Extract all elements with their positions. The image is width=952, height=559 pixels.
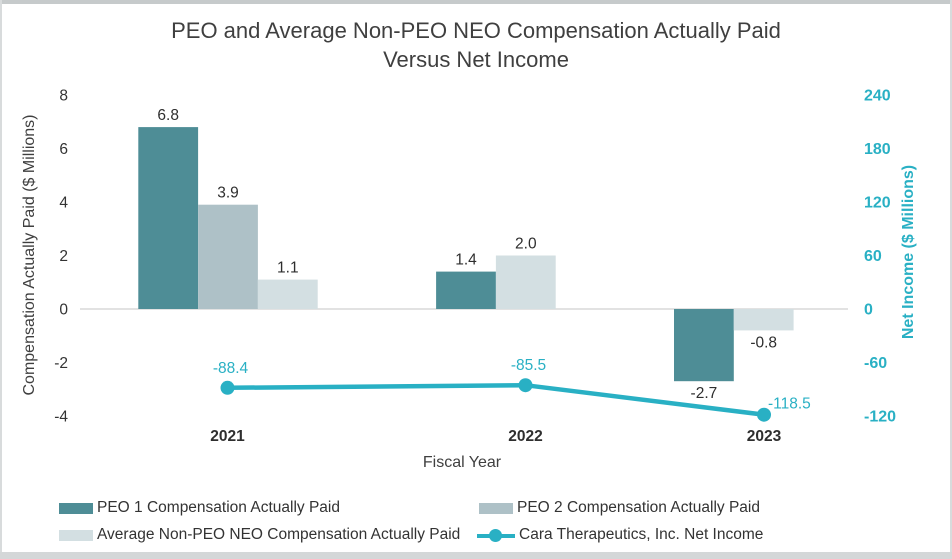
bar-value-label: 3.9 <box>217 185 239 202</box>
bar <box>436 271 496 309</box>
chart-title-line2: Versus Net Income <box>383 47 569 72</box>
bar-value-label: -2.7 <box>691 385 718 402</box>
legend-swatch-peo2 <box>479 502 513 514</box>
bar-value-label: 1.1 <box>277 260 299 277</box>
bar <box>257 279 318 309</box>
right-axis-title: Net Income ($ Millions) <box>900 165 917 339</box>
legend-label-peo2: PEO 2 Compensation Actually Paid <box>517 499 760 516</box>
x-axis-label: 2023 <box>747 428 782 445</box>
left-axis-title: Compensation Actually Paid ($ Millions) <box>21 114 38 395</box>
right-axis-tick: 60 <box>864 248 882 265</box>
left-axis-tick: 0 <box>59 302 68 319</box>
bar-value-label: 2.0 <box>515 236 537 253</box>
line-marker <box>220 380 235 395</box>
left-axis-tick: 8 <box>59 88 68 105</box>
right-axis-tick: -120 <box>864 409 896 426</box>
legend-label-net-income: Cara Therapeutics, Inc. Net Income <box>519 526 764 543</box>
bar <box>733 309 794 331</box>
panel-border-bottom <box>0 552 952 559</box>
bar-value-label: 6.8 <box>157 107 179 124</box>
left-axis-tick: -2 <box>54 355 68 372</box>
right-axis-tick: 240 <box>864 88 891 105</box>
legend-item-net-income: Cara Therapeutics, Inc. Net Income <box>477 526 764 543</box>
panel-border-top <box>0 0 952 4</box>
right-axis-tick: 120 <box>864 195 891 212</box>
bar <box>495 255 556 309</box>
plot-area: 8 6 4 2 0 -2 -4 240 180 120 60 0 -60 -120 6.8 3.9 1.1 202… <box>54 88 896 446</box>
panel-border-left <box>0 0 2 559</box>
panel-border-right <box>950 0 952 559</box>
legend-swatch-peo1 <box>59 502 93 514</box>
x-axis-label: 2022 <box>508 428 542 445</box>
legend-item-avg-neo: Average Non-PEO NEO Compensation Actuall… <box>59 526 461 543</box>
left-axis-tick: 4 <box>59 195 68 212</box>
chart-title-line1: PEO and Average Non-PEO NEO Compensation… <box>171 18 781 43</box>
net-income-line <box>227 382 765 417</box>
right-axis-tick: 0 <box>864 302 873 319</box>
line-value-label: -88.4 <box>213 360 249 377</box>
legend-line-marker-sample <box>477 528 515 542</box>
legend-label-avg-neo: Average Non-PEO NEO Compensation Actuall… <box>97 526 461 543</box>
left-axis-tick: 2 <box>59 248 68 265</box>
bar-value-label: -0.8 <box>750 334 777 351</box>
left-axis-tick: -4 <box>54 409 68 426</box>
line-marker <box>518 378 533 393</box>
legend-label-peo1: PEO 1 Compensation Actually Paid <box>97 499 340 516</box>
bar <box>138 127 199 309</box>
x-axis-label: 2021 <box>210 428 245 445</box>
line-value-label: -85.5 <box>511 357 546 374</box>
x-axis-title: Fiscal Year <box>423 454 502 471</box>
left-axis-tick: 6 <box>59 141 68 158</box>
right-axis-tick: -60 <box>864 355 887 372</box>
legend-item-peo2: PEO 2 Compensation Actually Paid <box>479 499 760 516</box>
bar <box>198 204 258 309</box>
bar-value-label: 1.4 <box>455 252 477 269</box>
legend-swatch-avg-neo <box>59 529 93 541</box>
line-value-label: -118.5 <box>768 396 811 413</box>
bar <box>674 309 734 382</box>
legend-item-peo1: PEO 1 Compensation Actually Paid <box>59 499 340 516</box>
right-axis-tick: 180 <box>864 141 891 158</box>
line-marker <box>757 407 771 422</box>
